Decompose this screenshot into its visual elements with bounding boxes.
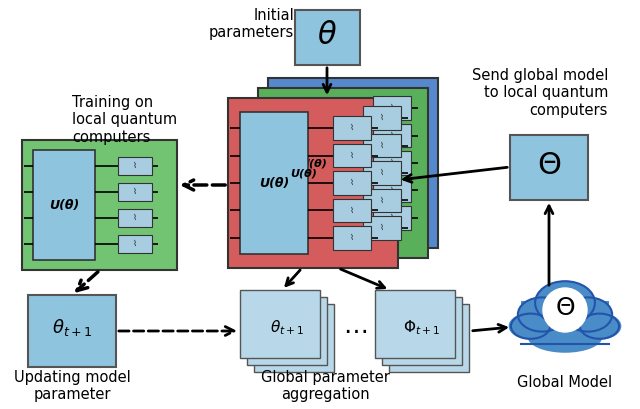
Text: ⌇: ⌇ bbox=[133, 161, 137, 170]
FancyBboxPatch shape bbox=[295, 10, 360, 65]
Text: U(θ): U(θ) bbox=[49, 198, 79, 211]
FancyBboxPatch shape bbox=[373, 179, 411, 202]
Text: ⌇: ⌇ bbox=[390, 185, 394, 194]
Text: ⌇: ⌇ bbox=[350, 233, 354, 242]
FancyBboxPatch shape bbox=[373, 124, 411, 147]
Text: ⌇: ⌇ bbox=[390, 130, 394, 139]
FancyBboxPatch shape bbox=[118, 235, 152, 253]
FancyBboxPatch shape bbox=[373, 206, 411, 230]
Text: ⌇: ⌇ bbox=[380, 113, 384, 122]
Text: Initial
parameters: Initial parameters bbox=[209, 8, 294, 40]
Text: ⌇: ⌇ bbox=[390, 103, 394, 112]
FancyBboxPatch shape bbox=[364, 216, 401, 240]
Text: Global Model: Global Model bbox=[517, 375, 612, 390]
FancyBboxPatch shape bbox=[28, 295, 116, 367]
FancyBboxPatch shape bbox=[258, 88, 428, 258]
Text: ⌇: ⌇ bbox=[350, 178, 354, 187]
Text: ⌇: ⌇ bbox=[380, 141, 384, 150]
FancyBboxPatch shape bbox=[364, 189, 401, 212]
Ellipse shape bbox=[564, 297, 612, 332]
FancyBboxPatch shape bbox=[254, 304, 334, 372]
Text: ⌇: ⌇ bbox=[133, 239, 137, 248]
Text: ⌇: ⌇ bbox=[350, 205, 354, 214]
Text: ⌇: ⌇ bbox=[380, 168, 384, 177]
Ellipse shape bbox=[578, 313, 621, 340]
FancyBboxPatch shape bbox=[280, 92, 348, 234]
FancyBboxPatch shape bbox=[268, 78, 438, 248]
FancyBboxPatch shape bbox=[333, 171, 371, 195]
FancyBboxPatch shape bbox=[22, 140, 177, 270]
Text: Updating model
parameter: Updating model parameter bbox=[13, 370, 131, 402]
Text: ⌇: ⌇ bbox=[350, 151, 354, 160]
FancyBboxPatch shape bbox=[373, 96, 411, 120]
Text: $\Theta$: $\Theta$ bbox=[537, 151, 561, 180]
Ellipse shape bbox=[535, 281, 595, 324]
FancyBboxPatch shape bbox=[240, 112, 308, 254]
FancyBboxPatch shape bbox=[118, 209, 152, 227]
Circle shape bbox=[543, 288, 587, 332]
Text: Send global model
to local quantum
computers: Send global model to local quantum compu… bbox=[472, 68, 608, 118]
FancyBboxPatch shape bbox=[247, 297, 327, 365]
Text: U(θ): U(θ) bbox=[259, 177, 289, 189]
FancyBboxPatch shape bbox=[373, 151, 411, 175]
FancyBboxPatch shape bbox=[522, 301, 609, 333]
FancyBboxPatch shape bbox=[228, 98, 398, 268]
Text: Training on
local quantum
computers: Training on local quantum computers bbox=[72, 95, 177, 145]
FancyBboxPatch shape bbox=[118, 157, 152, 175]
FancyBboxPatch shape bbox=[389, 304, 469, 372]
FancyBboxPatch shape bbox=[270, 101, 338, 245]
Text: $\Theta$: $\Theta$ bbox=[555, 296, 575, 320]
FancyBboxPatch shape bbox=[382, 297, 462, 365]
Ellipse shape bbox=[509, 313, 552, 340]
Text: U(θ): U(θ) bbox=[291, 168, 317, 178]
Text: ⌇: ⌇ bbox=[390, 158, 394, 167]
Text: U(θ): U(θ) bbox=[300, 158, 327, 168]
FancyBboxPatch shape bbox=[375, 290, 455, 358]
FancyBboxPatch shape bbox=[240, 290, 320, 358]
FancyBboxPatch shape bbox=[33, 151, 95, 260]
FancyBboxPatch shape bbox=[118, 183, 152, 201]
Text: $\theta_{t+1}$: $\theta_{t+1}$ bbox=[270, 319, 304, 337]
FancyBboxPatch shape bbox=[364, 134, 401, 157]
Text: ⌇: ⌇ bbox=[133, 187, 137, 196]
FancyBboxPatch shape bbox=[333, 198, 371, 222]
Text: ⌇: ⌇ bbox=[380, 223, 384, 232]
Text: ⌇: ⌇ bbox=[350, 123, 354, 132]
Ellipse shape bbox=[527, 321, 602, 353]
FancyBboxPatch shape bbox=[510, 135, 588, 200]
Text: $\theta$: $\theta$ bbox=[317, 21, 337, 50]
Text: $\theta_{t+1}$: $\theta_{t+1}$ bbox=[52, 317, 92, 337]
Text: ⌇: ⌇ bbox=[390, 213, 394, 222]
Text: $\Phi_{t+1}$: $\Phi_{t+1}$ bbox=[403, 319, 440, 337]
Ellipse shape bbox=[518, 297, 566, 332]
FancyBboxPatch shape bbox=[333, 116, 371, 140]
Text: $\cdots$: $\cdots$ bbox=[343, 318, 367, 342]
FancyBboxPatch shape bbox=[364, 106, 401, 130]
Text: ⌇: ⌇ bbox=[380, 196, 384, 204]
FancyBboxPatch shape bbox=[364, 161, 401, 185]
Text: ⌇: ⌇ bbox=[133, 213, 137, 222]
FancyBboxPatch shape bbox=[333, 226, 371, 250]
Text: Global parameter
aggregation: Global parameter aggregation bbox=[260, 370, 389, 402]
FancyBboxPatch shape bbox=[333, 144, 371, 167]
